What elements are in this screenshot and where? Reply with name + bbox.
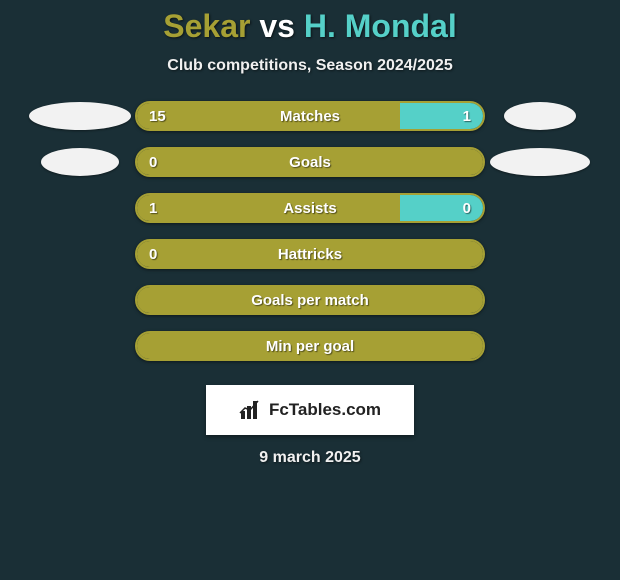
stat-label: Assists [137, 195, 483, 221]
page-title: Sekar vs H. Mondal [0, 8, 620, 45]
vs-word: vs [259, 8, 295, 44]
player1-badge-slot [25, 286, 135, 314]
player1-badge-slot [25, 240, 135, 268]
stat-label: Goals [137, 149, 483, 175]
player1-badge-slot [25, 102, 135, 130]
stat-value-right: 0 [463, 195, 471, 221]
player2-badge-slot [485, 240, 595, 268]
player2-badge [490, 148, 590, 176]
stat-bar: 1Assists0 [135, 193, 485, 223]
player2-badge-slot [485, 332, 595, 360]
subtitle: Club competitions, Season 2024/2025 [0, 57, 620, 75]
stat-rows: 15Matches10Goals1Assists00HattricksGoals… [0, 101, 620, 361]
player2-name: H. Mondal [304, 8, 457, 44]
stat-row: 15Matches1 [0, 101, 620, 131]
fctables-logo[interactable]: FcTables.com [206, 385, 414, 435]
player2-badge-slot [485, 102, 595, 130]
date-text: 9 march 2025 [0, 449, 620, 467]
chart-icon [239, 399, 263, 421]
stat-value-right: 1 [463, 103, 471, 129]
player2-badge-slot [485, 286, 595, 314]
player1-badge-slot [25, 194, 135, 222]
stat-bar: Goals per match [135, 285, 485, 315]
stat-row: 1Assists0 [0, 193, 620, 223]
stat-label: Goals per match [137, 287, 483, 313]
stat-bar: Min per goal [135, 331, 485, 361]
stat-bar: 0Hattricks [135, 239, 485, 269]
stat-row: Min per goal [0, 331, 620, 361]
player1-badge-slot [25, 332, 135, 360]
stat-label: Min per goal [137, 333, 483, 359]
stat-bar: 0Goals [135, 147, 485, 177]
player2-badge-slot [485, 148, 595, 176]
player1-name: Sekar [163, 8, 250, 44]
stat-label: Matches [137, 103, 483, 129]
comparison-card: Sekar vs H. Mondal Club competitions, Se… [0, 0, 620, 467]
stat-row: 0Hattricks [0, 239, 620, 269]
player2-badge [504, 102, 576, 130]
player1-badge [41, 148, 119, 176]
stat-row: Goals per match [0, 285, 620, 315]
logo-text: FcTables.com [269, 400, 381, 420]
stat-row: 0Goals [0, 147, 620, 177]
player2-badge-slot [485, 194, 595, 222]
player1-badge-slot [25, 148, 135, 176]
stat-label: Hattricks [137, 241, 483, 267]
stat-bar: 15Matches1 [135, 101, 485, 131]
player1-badge [29, 102, 131, 130]
